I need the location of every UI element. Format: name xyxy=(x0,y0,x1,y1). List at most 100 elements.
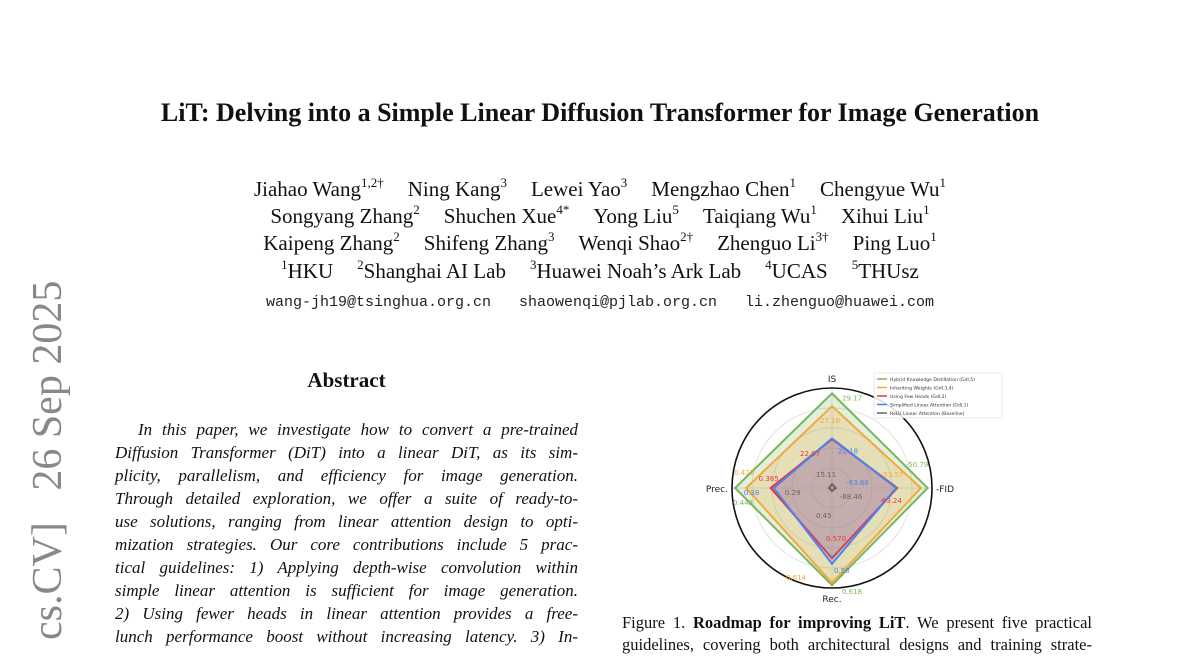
author-affil-mark: 1 xyxy=(810,202,817,217)
author: Shuchen Xue4* xyxy=(443,202,570,228)
legend-entry: Simplified Linear Attention (Gdl.1) xyxy=(890,403,969,409)
legend-box xyxy=(873,372,1003,419)
caption-bold: Roadmap for improving LiT xyxy=(692,613,906,632)
outer-circle xyxy=(731,387,933,589)
author: Ping Luo1 xyxy=(852,229,937,255)
email: shaowenqi@pjlab.org.cn xyxy=(518,294,718,311)
abstract-line: lunch performance boost without increasi… xyxy=(115,627,578,646)
abstract-line: Diffusion Transformer (DiT) into a linea… xyxy=(115,443,578,462)
paper-title: LiT: Delving into a Simple Linear Diffus… xyxy=(160,98,1040,127)
affiliation: 3Huawei Noah’s Ark Lab xyxy=(529,257,742,283)
abstract-line: tical guidelines: 1) Applying depth-wise… xyxy=(115,558,578,577)
abstract-line: plicity, parallelism, and efficiency for… xyxy=(115,466,578,485)
author: Zhenguo Li3† xyxy=(717,229,829,255)
author-line: Kaipeng Zhang2 Shifeng Zhang3 Wenqi Shao2†… xyxy=(0,229,1200,256)
author: Wenqi Shao2† xyxy=(578,229,694,255)
value-label: 15.11 xyxy=(816,471,836,479)
caption-line: guidelines, covering both architectural … xyxy=(622,635,1092,654)
value-label: -63.24 xyxy=(879,497,902,505)
email: li.zhenguo@huawei.com xyxy=(745,294,935,311)
value-label: 0.58 xyxy=(834,567,850,575)
author-affil-mark: 3† xyxy=(815,229,829,244)
author: Jiahao Wang1,2† xyxy=(253,175,384,201)
caption-rest: . We present five practical xyxy=(905,613,1092,632)
value-label: -50.79 xyxy=(906,461,929,469)
abstract-line: mization strategies. Our core contributi… xyxy=(115,535,578,554)
author: Chengyue Wu1 xyxy=(820,175,947,201)
affiliation-mark: 1 xyxy=(281,257,288,272)
abstract-line: use solutions, ranging from linear atten… xyxy=(115,512,578,531)
author-affil-mark: 2 xyxy=(413,202,420,217)
value-label: 22.18 xyxy=(838,447,858,455)
author-affil-mark: 1 xyxy=(923,202,930,217)
axis-label: -FID xyxy=(936,485,954,495)
author: Ning Kang3 xyxy=(407,175,507,201)
radar-chart: 29.17 -50.79 0.618 0.443 27.18 -53.57 0.614 0.4… xyxy=(706,372,1003,605)
affiliation: 1HKU xyxy=(281,257,334,283)
affiliation: 4UCAS xyxy=(765,257,828,283)
value-label: 0.614 xyxy=(786,574,807,582)
author-affil-mark: 5 xyxy=(672,202,679,217)
value-label: 27.18 xyxy=(820,417,840,425)
author: Shifeng Zhang3 xyxy=(423,229,555,255)
value-label: -88.46 xyxy=(840,493,863,501)
affiliation: 2Shanghai AI Lab xyxy=(357,257,506,283)
legend-entry: ReLU Linear Attention (Baseline) xyxy=(890,411,965,417)
value-label: 0.45 xyxy=(816,512,832,520)
value-label: 0.29 xyxy=(785,489,801,497)
abstract-line: Through detailed exploration, we offer a… xyxy=(115,489,578,508)
author-affil-mark: 4* xyxy=(556,202,570,217)
abstract-heading: Abstract xyxy=(307,368,386,392)
author-affil-mark: 1 xyxy=(930,229,937,244)
legend: Hybrid Knowledge Distillation (Gdl.5) Inh… xyxy=(873,372,1003,419)
axis-label: Prec. xyxy=(706,485,728,495)
author-affil-mark: 1 xyxy=(789,175,797,190)
legend-entry: Using Few Heads (Gdl.2) xyxy=(890,394,947,400)
series-polygon xyxy=(772,437,898,566)
abstract-line: 2) Using fewer heads in linear attention… xyxy=(115,604,578,623)
author: Kaipeng Zhang2 xyxy=(263,229,400,255)
affiliation-mark: 3 xyxy=(529,257,537,272)
value-label: -63.66 xyxy=(846,479,869,487)
author-affil-mark: 1,2† xyxy=(360,175,384,190)
affiliation-mark: 4 xyxy=(765,257,772,272)
affiliation-mark: 5 xyxy=(851,257,859,272)
author-affil-mark: 2 xyxy=(393,229,400,244)
author: Mengzhao Chen1 xyxy=(651,175,797,201)
legend-entry: Hybrid Knowledge Distillation (Gdl.5) xyxy=(890,377,975,383)
author: Lewei Yao3 xyxy=(530,175,628,201)
axis-label: IS xyxy=(828,375,837,385)
emails: wang-jh19@tsinghua.org.cn shaowenqi@pjlab… xyxy=(0,294,1200,311)
author-affil-mark: 2† xyxy=(680,229,694,244)
author: Yong Liu5 xyxy=(593,202,679,228)
value-label: 0.385 xyxy=(759,475,779,483)
figure-caption: Figure 1. Roadmap for improving LiT. We … xyxy=(622,612,1092,656)
author: Taiqiang Wu1 xyxy=(702,202,817,228)
axis-label: Rec. xyxy=(822,595,841,605)
abstract-line: In this paper, we investigate how to con… xyxy=(138,420,578,439)
author: Songyang Zhang2 xyxy=(270,202,420,228)
legend-entry: Inheriting Weights (Gdl.3,4) xyxy=(890,386,954,392)
affiliations: 1HKU 2Shanghai AI Lab 3Huawei Noah’s Ark L… xyxy=(0,257,1200,284)
author-affil-mark: 3 xyxy=(500,175,507,190)
value-label: 29.17 xyxy=(842,394,862,402)
value-label: 0.443 xyxy=(733,499,753,507)
author-line: Songyang Zhang2 Shuchen Xue4* Yong Liu5 Tai… xyxy=(0,202,1200,229)
author-affil-mark: 3 xyxy=(548,229,555,244)
author-affil-mark: 1 xyxy=(939,175,947,190)
value-label: -53.57 xyxy=(881,471,904,479)
affiliation-mark: 2 xyxy=(357,257,364,272)
value-label: 0.425 xyxy=(734,469,754,477)
caption-line: Figure 1. Roadmap for improving LiT. We … xyxy=(622,612,1092,634)
arxiv-stamp: cs.CV] 26 Sep 2025 xyxy=(25,280,71,640)
author-affil-mark: 3 xyxy=(620,175,628,190)
value-label: 0.618 xyxy=(842,588,862,596)
value-label: 22.07 xyxy=(800,450,820,458)
email: wang-jh19@tsinghua.org.cn xyxy=(265,294,491,311)
value-label: 0.38 xyxy=(744,489,760,497)
author: Xihui Liu1 xyxy=(840,202,930,228)
value-label: 0.570 xyxy=(826,535,846,543)
author-line: Jiahao Wang1,2† Ning Kang3 Lewei Yao3 Mengz… xyxy=(0,175,1200,202)
series-polygon xyxy=(744,404,923,585)
abstract-line: simple linear attention is sufficient fo… xyxy=(115,581,578,600)
